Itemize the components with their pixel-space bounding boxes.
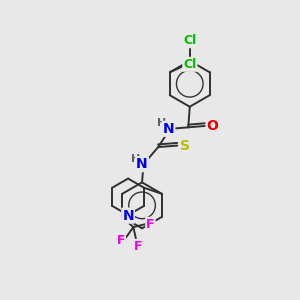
Text: H: H [157, 118, 167, 128]
Text: H: H [131, 154, 140, 164]
Text: N: N [136, 157, 148, 171]
Text: Cl: Cl [183, 34, 196, 47]
Text: Cl: Cl [183, 58, 196, 71]
Text: N: N [163, 122, 174, 136]
Text: N: N [122, 209, 134, 223]
Text: F: F [116, 234, 125, 247]
Text: F: F [146, 218, 155, 231]
Text: F: F [134, 240, 142, 253]
Text: O: O [206, 119, 218, 133]
Text: S: S [180, 139, 190, 153]
